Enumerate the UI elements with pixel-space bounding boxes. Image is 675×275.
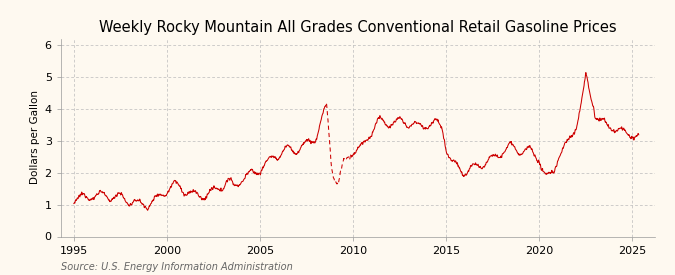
Text: Source: U.S. Energy Information Administration: Source: U.S. Energy Information Administ…	[61, 262, 292, 272]
Y-axis label: Dollars per Gallon: Dollars per Gallon	[30, 90, 40, 185]
Title: Weekly Rocky Mountain All Grades Conventional Retail Gasoline Prices: Weekly Rocky Mountain All Grades Convent…	[99, 20, 616, 35]
